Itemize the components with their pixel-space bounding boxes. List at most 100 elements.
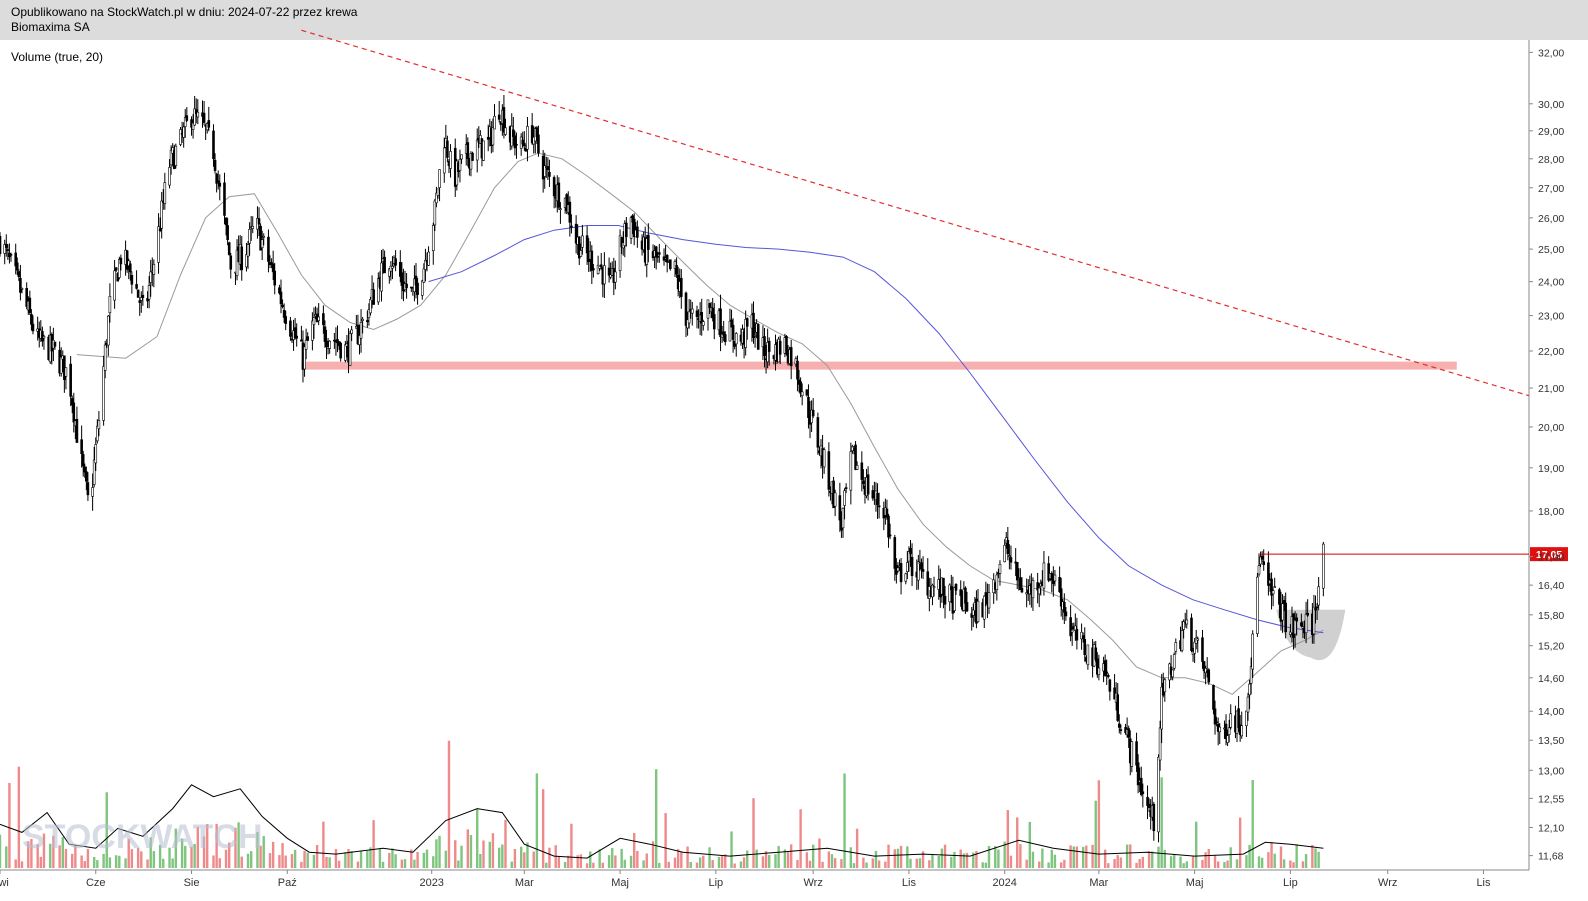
- candle-body: [1094, 647, 1098, 660]
- candle-body: [851, 445, 854, 452]
- volume-bar: [193, 844, 196, 868]
- candle-body: [64, 367, 68, 377]
- volume-bar: [325, 856, 328, 868]
- volume-bar: [664, 813, 667, 868]
- volume-bar: [118, 855, 121, 868]
- volume-bar: [347, 849, 350, 868]
- volume-bar: [585, 863, 589, 868]
- candle-body: [118, 259, 121, 278]
- volume-bar: [83, 861, 86, 868]
- y-tick-label: 19,00: [1538, 463, 1564, 475]
- volume-bar: [1279, 846, 1283, 868]
- candle-body: [838, 495, 842, 521]
- volume-bar: [636, 850, 639, 868]
- volume-bar: [281, 843, 284, 868]
- x-tick-label: Wrz: [803, 877, 822, 889]
- volume-bar: [80, 855, 83, 868]
- volume-bars: [0, 740, 1324, 868]
- candle-body: [128, 263, 132, 273]
- candle-body: [42, 336, 46, 339]
- volume-bar: [1031, 851, 1035, 868]
- volume-bar: [20, 861, 24, 868]
- candle-body: [763, 336, 766, 356]
- candle-body: [227, 242, 231, 255]
- volume-bar: [658, 862, 661, 868]
- candle-body: [70, 398, 74, 406]
- candle-body: [917, 561, 920, 581]
- volume-bar: [598, 849, 601, 868]
- candle-body: [422, 268, 426, 283]
- candle-body: [311, 320, 314, 341]
- volume-bar: [906, 846, 909, 868]
- support-zone-layer: [301, 361, 1457, 370]
- candle-body: [306, 336, 309, 341]
- volume-bar: [303, 850, 306, 868]
- volume-bar: [720, 856, 724, 868]
- candle-body: [377, 278, 380, 303]
- x-tick-label: Maj: [611, 877, 629, 889]
- volume-bar: [344, 852, 347, 868]
- candle-body: [849, 451, 853, 491]
- volume-bar: [212, 855, 215, 868]
- y-tick-label: 29,00: [1538, 126, 1564, 138]
- candle-body: [185, 115, 189, 121]
- volume-bar: [761, 856, 765, 868]
- candle-body: [420, 280, 424, 296]
- candle-body: [497, 114, 501, 120]
- candle-body: [1139, 777, 1143, 795]
- volume-bar: [1173, 854, 1176, 868]
- volume-bar: [950, 856, 953, 868]
- volume-bar: [1138, 859, 1141, 868]
- candle-body: [1229, 713, 1233, 728]
- candle-body: [262, 235, 266, 238]
- volume-bar: [899, 845, 903, 868]
- candle-body: [1224, 723, 1228, 739]
- candle-body: [1141, 791, 1145, 795]
- candle-body: [436, 188, 440, 196]
- price-candles: [0, 95, 1325, 843]
- volume-bar: [852, 863, 856, 868]
- volume-bar: [535, 773, 539, 868]
- volume-bar: [403, 859, 407, 868]
- candle-body: [1019, 577, 1022, 590]
- volume-bar: [498, 847, 501, 868]
- volume-bar: [893, 849, 896, 868]
- candle-body: [1157, 756, 1160, 833]
- candle-body: [767, 340, 771, 352]
- volume-bar: [234, 827, 237, 868]
- candle-body: [295, 335, 298, 339]
- candle-body: [1130, 741, 1134, 767]
- volume-bar: [1229, 847, 1232, 868]
- volume-bar: [805, 852, 809, 868]
- candle-body: [1117, 723, 1121, 728]
- candle-body: [1009, 557, 1013, 563]
- y-tick-label: 14,00: [1538, 706, 1564, 718]
- volume-bar: [909, 858, 912, 868]
- ma-long-line: [428, 225, 1324, 634]
- volume-bar: [174, 828, 178, 868]
- candle-body: [899, 563, 903, 583]
- y-tick-label: 28,00: [1538, 154, 1564, 166]
- candle-body: [953, 587, 956, 612]
- volume-bar: [0, 834, 2, 868]
- y-tick-label: 26,00: [1538, 213, 1564, 225]
- candle-body: [152, 264, 156, 275]
- candle-body: [1213, 708, 1217, 725]
- volume-bar: [1041, 848, 1044, 868]
- candle-body: [85, 471, 88, 482]
- volume-bar: [987, 845, 991, 868]
- candle-body: [700, 312, 704, 324]
- candle-body: [367, 309, 371, 319]
- chart-header: Opublikowano na StockWatch.pl w dniu: 20…: [0, 0, 1588, 40]
- volume-bar: [469, 835, 473, 868]
- candle-body: [83, 466, 87, 473]
- candle-body: [730, 319, 733, 328]
- candle-body: [491, 127, 495, 146]
- volume-bar: [724, 854, 727, 868]
- candle-body: [1215, 721, 1218, 724]
- volume-bar: [74, 844, 77, 868]
- volume-bar: [215, 823, 218, 868]
- candle-body: [30, 313, 33, 325]
- candle-body: [711, 307, 714, 319]
- candle-body: [971, 609, 975, 616]
